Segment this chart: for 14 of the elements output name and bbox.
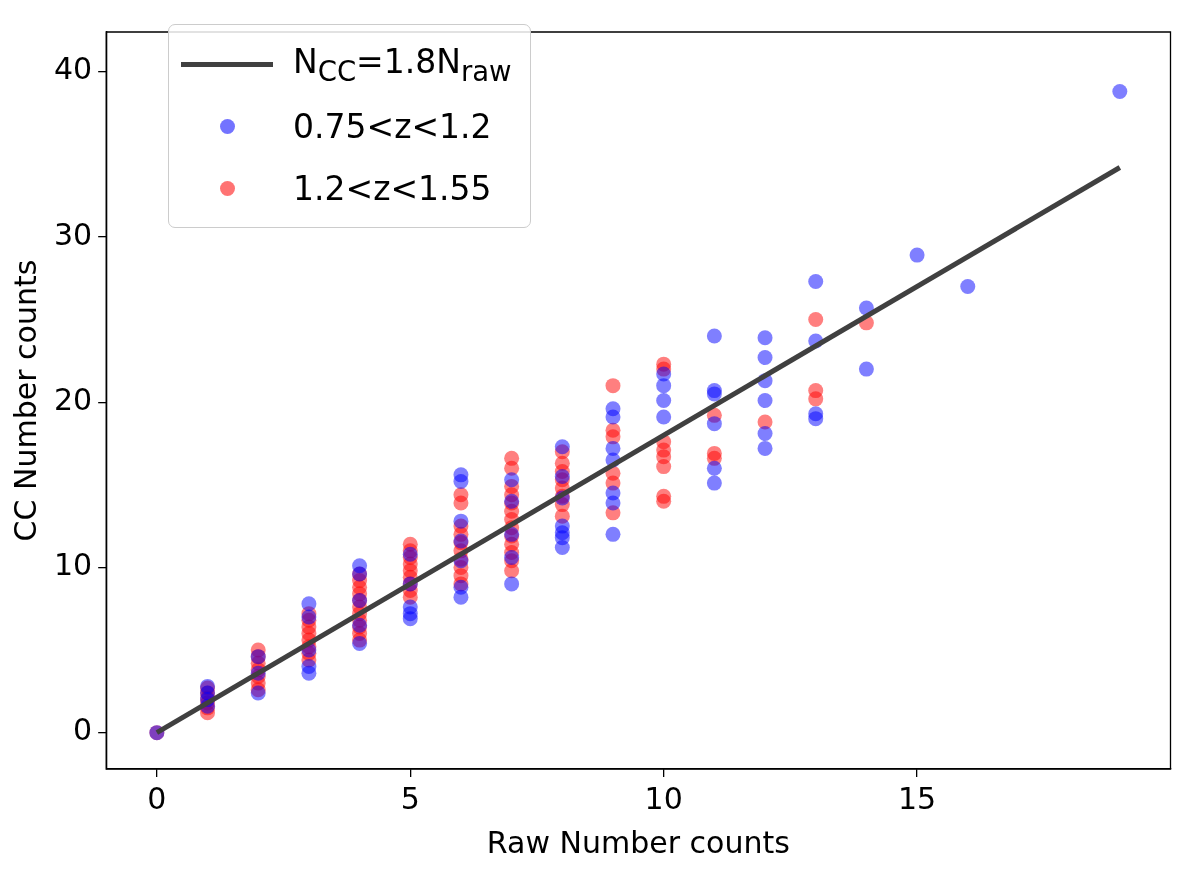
y-tick-label: 10 xyxy=(53,547,93,583)
y-tick-label: 20 xyxy=(53,381,93,417)
y-tick-label: 0 xyxy=(73,712,93,748)
y-tick-label: 40 xyxy=(53,51,93,87)
legend-label: N$_{CC}$=1.8N$_{raw}$ xyxy=(293,41,512,87)
legend-label: 1.2<z<1.55 xyxy=(293,168,492,208)
x-tick-label: 10 xyxy=(644,780,683,816)
y-axis-title: CC Number counts xyxy=(7,259,43,542)
x-axis-title: Raw Number counts xyxy=(486,824,790,860)
y-tick-label: 30 xyxy=(53,216,93,252)
legend-label: 0.75<z<1.2 xyxy=(293,106,492,146)
x-tick-label: 15 xyxy=(898,780,937,816)
x-tick-label: 0 xyxy=(147,780,167,816)
x-tick-label: 5 xyxy=(400,780,420,816)
